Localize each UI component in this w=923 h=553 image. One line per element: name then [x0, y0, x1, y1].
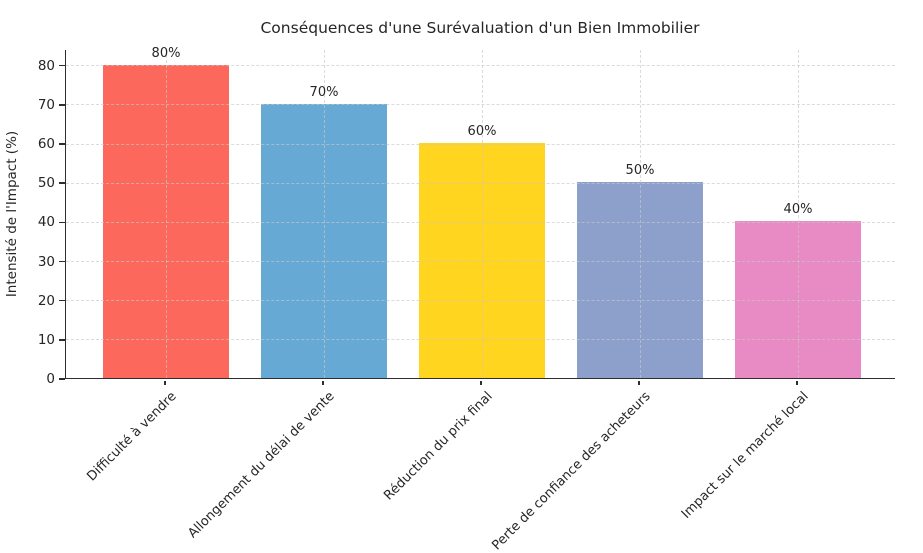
y-tick-mark — [59, 143, 65, 145]
vertical-gridline — [165, 50, 167, 378]
x-category-label: Allongement du délai de vente — [185, 389, 338, 542]
y-tick-mark — [59, 104, 65, 106]
y-tick-mark — [59, 260, 65, 263]
y-tick-label: 40 — [37, 214, 55, 231]
horizontal-gridline — [66, 339, 895, 341]
plot-area: 80% 70% 60% 50% 40% — [65, 46, 895, 379]
vertical-gridline — [323, 50, 325, 378]
horizontal-gridline — [66, 65, 895, 67]
y-tick-label: 0 — [46, 371, 55, 387]
bar-value-label: 70% — [309, 84, 339, 100]
vertical-gridline — [639, 50, 641, 378]
horizontal-gridline — [66, 221, 895, 223]
y-tick-mark — [59, 182, 65, 184]
y-tick-mark — [59, 339, 65, 341]
y-tick-label: 70 — [37, 96, 55, 113]
x-category-label: Perte de confiance des acheteurs — [489, 389, 654, 553]
bar-value-label: 50% — [625, 163, 655, 179]
horizontal-gridline — [66, 182, 895, 184]
y-tick-mark — [59, 299, 65, 302]
y-tick-label: 10 — [37, 331, 55, 348]
x-tick-mark — [164, 380, 166, 385]
bar-value-label: 80% — [151, 45, 181, 61]
y-tick-mark — [59, 221, 65, 224]
x-tick-mark — [322, 380, 324, 385]
x-category-label: Réduction du prix final — [381, 389, 496, 504]
bar-value-label: 40% — [783, 202, 813, 218]
horizontal-gridline — [66, 104, 895, 106]
y-tick-label: 60 — [37, 136, 55, 152]
bar-value-label: 60% — [467, 124, 497, 139]
horizontal-gridline — [66, 143, 895, 145]
y-tick-label: 20 — [37, 292, 55, 309]
chart-title: Conséquences d'une Surévaluation d'un Bi… — [260, 19, 700, 37]
y-axis-label-text: Intensité de l'Impact (%) — [4, 130, 20, 298]
x-category-label: Impact sur le marché local — [678, 389, 812, 522]
y-tick-mark — [59, 378, 65, 380]
x-tick-mark — [480, 380, 482, 385]
horizontal-gridline — [66, 300, 895, 302]
x-category-label: Difficulté à vendre — [84, 389, 180, 485]
x-tick-mark — [638, 380, 640, 385]
horizontal-gridline — [66, 261, 895, 262]
y-tick-label: 80 — [37, 57, 55, 74]
y-tick-mark — [59, 64, 65, 67]
y-tick-label: 30 — [37, 253, 55, 270]
vertical-gridline — [797, 50, 799, 378]
vertical-gridline — [481, 50, 483, 378]
x-tick-mark — [796, 380, 798, 385]
y-tick-label: 50 — [37, 175, 55, 192]
